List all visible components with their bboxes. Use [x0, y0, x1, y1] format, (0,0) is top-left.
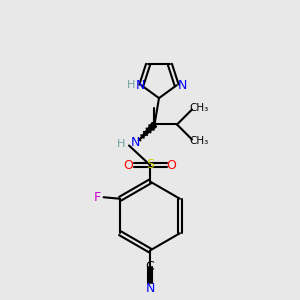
Text: O: O	[124, 159, 133, 172]
Text: N: N	[145, 281, 155, 295]
Text: N: N	[136, 79, 146, 92]
Text: S: S	[146, 158, 154, 172]
Text: O: O	[167, 159, 176, 172]
Text: N: N	[130, 136, 140, 149]
Polygon shape	[138, 122, 157, 141]
Text: C: C	[146, 260, 154, 273]
Text: N: N	[177, 79, 187, 92]
Text: CH₃: CH₃	[190, 103, 209, 113]
Text: H: H	[127, 80, 135, 90]
Text: F: F	[94, 191, 100, 204]
Text: H: H	[117, 139, 126, 149]
Text: CH₃: CH₃	[190, 136, 209, 146]
